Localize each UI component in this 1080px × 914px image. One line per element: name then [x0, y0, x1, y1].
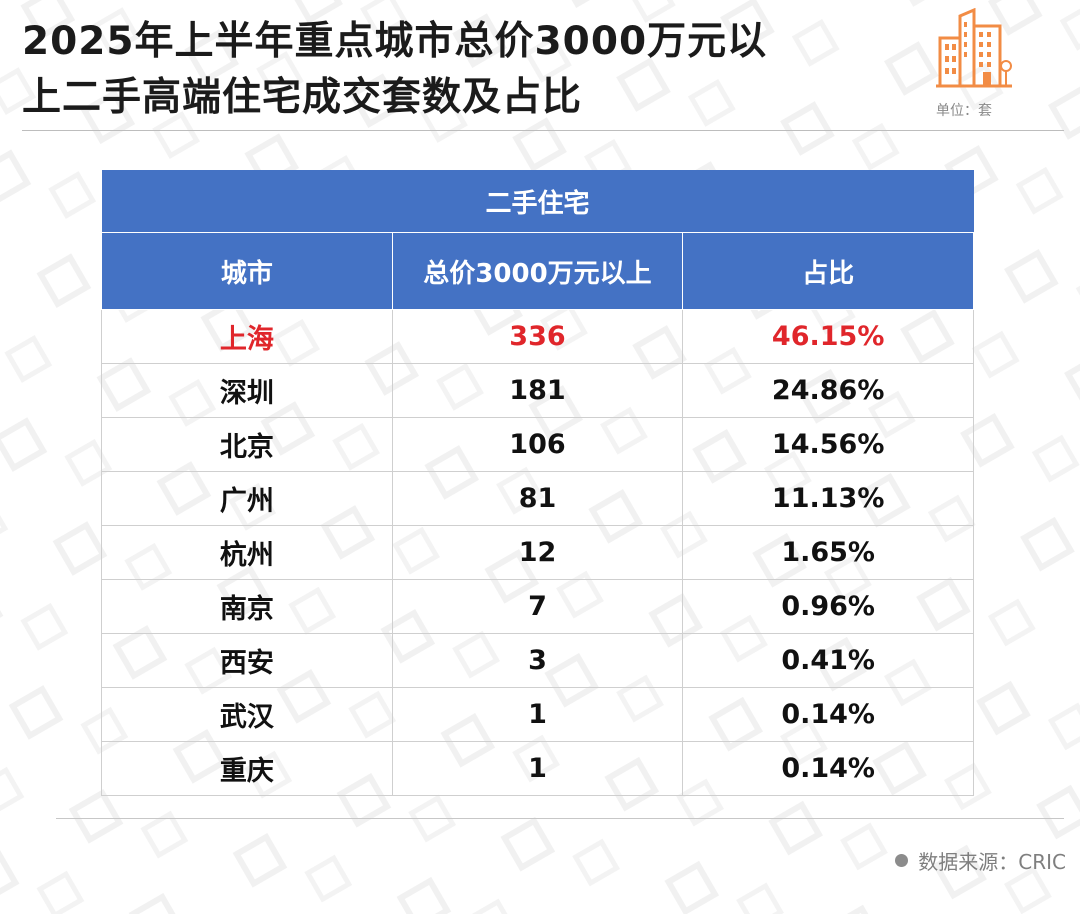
share-cell: 24.86% — [682, 363, 974, 418]
column-header-city: 城市 — [101, 232, 393, 310]
table-row: 上海 336 46.15% — [101, 309, 974, 364]
table-row: 南京 7 0.96% — [101, 579, 974, 634]
title-line-1: 2025年上半年重点城市总价3000万元以 — [22, 19, 768, 64]
column-header-count: 总价3000万元以上 — [391, 232, 684, 310]
data-table: 二手住宅 城市 总价3000万元以上 占比 上海 336 46.15% 深圳 1… — [101, 170, 974, 796]
count-cell: 12 — [391, 525, 684, 580]
bullet-dot-icon — [895, 854, 909, 867]
table-row: 北京 106 14.56% — [101, 417, 974, 472]
table-row: 武汉 1 0.14% — [101, 687, 974, 742]
source-note: 数据来源：CRIC — [895, 846, 1066, 875]
building-icon — [936, 8, 1012, 88]
share-cell: 0.14% — [682, 687, 974, 742]
count-cell: 81 — [391, 471, 684, 526]
unit-label: 单位：套 — [936, 103, 992, 119]
city-cell: 武汉 — [101, 687, 393, 742]
source-text: 数据来源：CRIC — [918, 850, 1066, 874]
table-row: 深圳 181 24.86% — [101, 363, 974, 418]
city-cell: 杭州 — [101, 525, 393, 580]
count-cell: 1 — [391, 687, 684, 742]
city-cell: 上海 — [101, 309, 393, 364]
column-header-share: 占比 — [682, 232, 974, 310]
count-cell: 336 — [391, 309, 684, 364]
title-line-2: 上二手高端住宅成交套数及占比 — [22, 75, 583, 120]
footer-divider — [56, 818, 1064, 819]
table-row: 西安 3 0.41% — [101, 633, 974, 688]
city-cell: 重庆 — [101, 741, 393, 796]
share-cell: 0.96% — [682, 579, 974, 634]
data-table-container: 二手住宅 城市 总价3000万元以上 占比 上海 336 46.15% 深圳 1… — [101, 170, 974, 796]
count-cell: 7 — [391, 579, 684, 634]
city-cell: 广州 — [101, 471, 393, 526]
city-cell: 深圳 — [101, 363, 393, 418]
table-column-header-row: 城市 总价3000万元以上 占比 — [101, 232, 974, 310]
share-cell: 0.14% — [682, 741, 974, 796]
city-cell: 南京 — [101, 579, 393, 634]
table-group-header-row: 二手住宅 — [101, 170, 974, 233]
count-cell: 181 — [391, 363, 684, 418]
city-cell: 北京 — [101, 417, 393, 472]
count-cell: 106 — [391, 417, 684, 472]
count-cell: 3 — [391, 633, 684, 688]
table-row: 杭州 12 1.65% — [101, 525, 974, 580]
share-cell: 11.13% — [682, 471, 974, 526]
page-title: 2025年上半年重点城市总价3000万元以 上二手高端住宅成交套数及占比 — [22, 14, 882, 126]
city-cell: 西安 — [101, 633, 393, 688]
share-cell: 14.56% — [682, 417, 974, 472]
share-cell: 0.41% — [682, 633, 974, 688]
share-cell: 1.65% — [682, 525, 974, 580]
share-cell: 46.15% — [682, 309, 974, 364]
group-header: 二手住宅 — [101, 170, 974, 233]
table-row: 广州 81 11.13% — [101, 471, 974, 526]
count-cell: 1 — [391, 741, 684, 796]
title-divider — [22, 130, 1064, 131]
table-row: 重庆 1 0.14% — [101, 741, 974, 796]
